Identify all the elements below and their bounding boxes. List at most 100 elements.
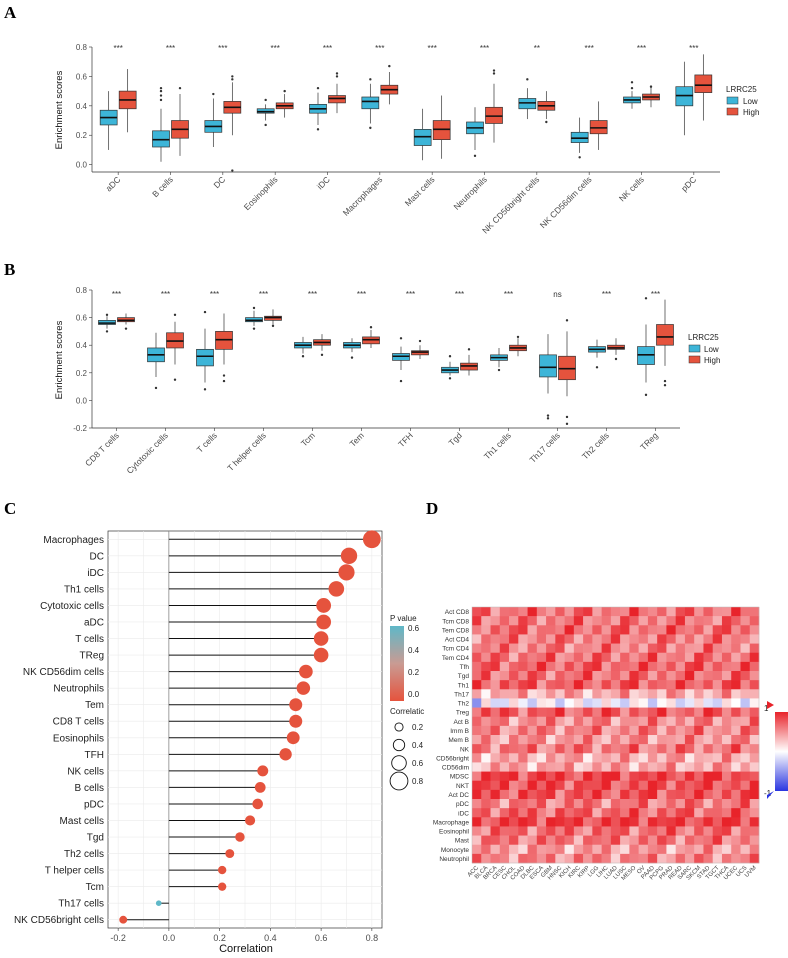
chart-d-legend-bottom-label: -1: [764, 789, 772, 798]
chart-d-heatmap-cell: [731, 808, 741, 818]
chart-d-heatmap-cell: [601, 853, 612, 864]
chart-d-heatmap-cell: [601, 844, 612, 855]
chart-b-xtick-label: Tgd: [446, 430, 464, 448]
chart-d-heatmap-cell: [610, 661, 621, 672]
chart-d-heatmap-cell: [666, 652, 676, 663]
chart-d-heatmap-cell: [583, 744, 593, 754]
chart-d-heatmap-cell: [666, 789, 676, 800]
chart-d-heatmap-cell: [518, 716, 528, 727]
chart-d-heatmap-cell: [703, 625, 714, 635]
chart-d-heatmap-cell: [721, 753, 732, 763]
chart-d-heatmap-cell: [518, 844, 528, 855]
chart-d-heatmap-cell: [620, 780, 630, 791]
chart-d-heatmap-cell: [647, 799, 658, 809]
chart-d-column-label: OV: [636, 865, 646, 875]
chart-d-heatmap-cell: [518, 698, 528, 708]
chart-b-significance-label: ***: [357, 290, 366, 299]
chart-d-heatmap-cell: [573, 698, 584, 708]
chart-d-heatmap-cell: [610, 771, 621, 782]
chart-d-heatmap-cell: [499, 753, 510, 763]
chart-d-heatmap-cell: [481, 661, 491, 672]
chart-c-size-legend-circle: [391, 755, 407, 771]
chart-d-heatmap-cell: [712, 853, 723, 864]
chart-d-heatmap-cell: [546, 826, 556, 836]
chart-d-heatmap-cell: [657, 808, 667, 818]
chart-d-heatmap-cell: [583, 725, 593, 736]
chart-d-heatmap-cell: [610, 607, 621, 617]
chart-d-heatmap-cell: [638, 744, 649, 754]
chart-d-heatmap-cell: [555, 643, 565, 654]
chart-d-heatmap-cell: [601, 607, 612, 617]
chart-d-heatmap-cell: [721, 698, 732, 708]
chart-d-heatmap-cell: [573, 625, 584, 635]
chart-d-heatmap-cell: [620, 634, 630, 644]
chart-d-heatmap-cell: [684, 762, 695, 772]
chart-d-heatmap-cell: [518, 652, 528, 663]
chart-d-heatmap-cell: [657, 725, 667, 736]
chart-d-heatmap-cell: [481, 707, 491, 718]
chart-d-heatmap-cell: [472, 707, 482, 718]
chart-d-heatmap-cell: [573, 799, 584, 809]
chart-d-heatmap-cell: [657, 835, 667, 846]
chart-a-outlier-point: [283, 89, 286, 93]
chart-d-heatmap-cell: [638, 725, 649, 736]
chart-d-heatmap-cell: [481, 817, 491, 827]
chart-d-heatmap-cell: [647, 762, 658, 772]
chart-b-outlier-point: [203, 388, 207, 391]
chart-b-outlier-point: [301, 355, 305, 358]
chart-d-heatmap-cell: [499, 643, 510, 654]
chart-d-heatmap-cell: [638, 634, 649, 644]
chart-d-heatmap-cell: [527, 661, 538, 672]
chart-d-heatmap-cell: [703, 853, 714, 864]
chart-d-heatmap-cell: [684, 652, 695, 663]
chart-d-heatmap-cell: [740, 652, 751, 663]
chart-d-heatmap-cell: [712, 634, 723, 644]
chart-d-heatmap-cell: [666, 661, 676, 672]
chart-c-lollipop-dot: [155, 900, 162, 907]
chart-d-heatmap-cell: [601, 671, 612, 681]
chart-a-xtick-label: Macrophages: [341, 174, 384, 217]
chart-d-heatmap-cell: [703, 771, 714, 782]
chart-d-heatmap-cell: [629, 780, 639, 791]
chart-d-heatmap-cell: [712, 680, 723, 690]
chart-d-heatmap-cell: [610, 826, 621, 836]
chart-d-heatmap-cell: [703, 634, 714, 644]
chart-d-heatmap-cell: [675, 844, 686, 855]
chart-d-heatmap-cell: [601, 725, 612, 736]
chart-d-heatmap-cell: [712, 826, 723, 836]
chart-d-heatmap-cell: [583, 634, 593, 644]
chart-d-heatmap-cell: [527, 634, 538, 644]
chart-d-heatmap-cell: [740, 853, 751, 864]
chart-b-significance-label: ***: [161, 290, 170, 299]
chart-d-heatmap-cell: [731, 698, 741, 708]
chart-d-heatmap-cell: [573, 835, 584, 846]
chart-d-heatmap-cell: [694, 625, 704, 635]
chart-b-outlier-point: [252, 327, 256, 330]
chart-d-heatmap-cell: [731, 680, 741, 690]
chart-d-heatmap-cell: [527, 808, 538, 818]
chart-c-category-label: TFH: [85, 750, 104, 761]
chart-d-heatmap-cell: [601, 762, 612, 772]
chart-d-heatmap-cell: [610, 844, 621, 855]
chart-d-heatmap-cell: [573, 707, 584, 718]
chart-d-heatmap-cell: [731, 607, 741, 617]
chart-d-heatmap-cell: [472, 698, 482, 708]
chart-d-heatmap-cell: [518, 817, 528, 827]
chart-b-outlier-point: [565, 422, 569, 426]
chart-d-heatmap-cell: [601, 835, 612, 846]
chart-d-row-label: Th17: [454, 691, 469, 698]
chart-d-heatmap-cell: [509, 808, 519, 818]
chart-d-heatmap-cell: [721, 707, 732, 718]
chart-d-heatmap-cell: [564, 652, 575, 663]
chart-d-heatmap-cell: [546, 634, 556, 644]
chart-d-heatmap-cell: [564, 634, 575, 644]
chart-c-category-label: pDC: [84, 799, 104, 810]
chart-d-heatmap-cell: [629, 725, 639, 736]
chart-d-heatmap-cell: [620, 835, 630, 846]
chart-d-heatmap-cell: [564, 689, 575, 699]
chart-d-heatmap-cell: [740, 735, 751, 745]
chart-d-heatmap-cell: [749, 826, 760, 836]
chart-d-heatmap-cell: [527, 707, 538, 718]
chart-d-heatmap-cell: [499, 661, 510, 672]
chart-d-heatmap-cell: [546, 689, 556, 699]
